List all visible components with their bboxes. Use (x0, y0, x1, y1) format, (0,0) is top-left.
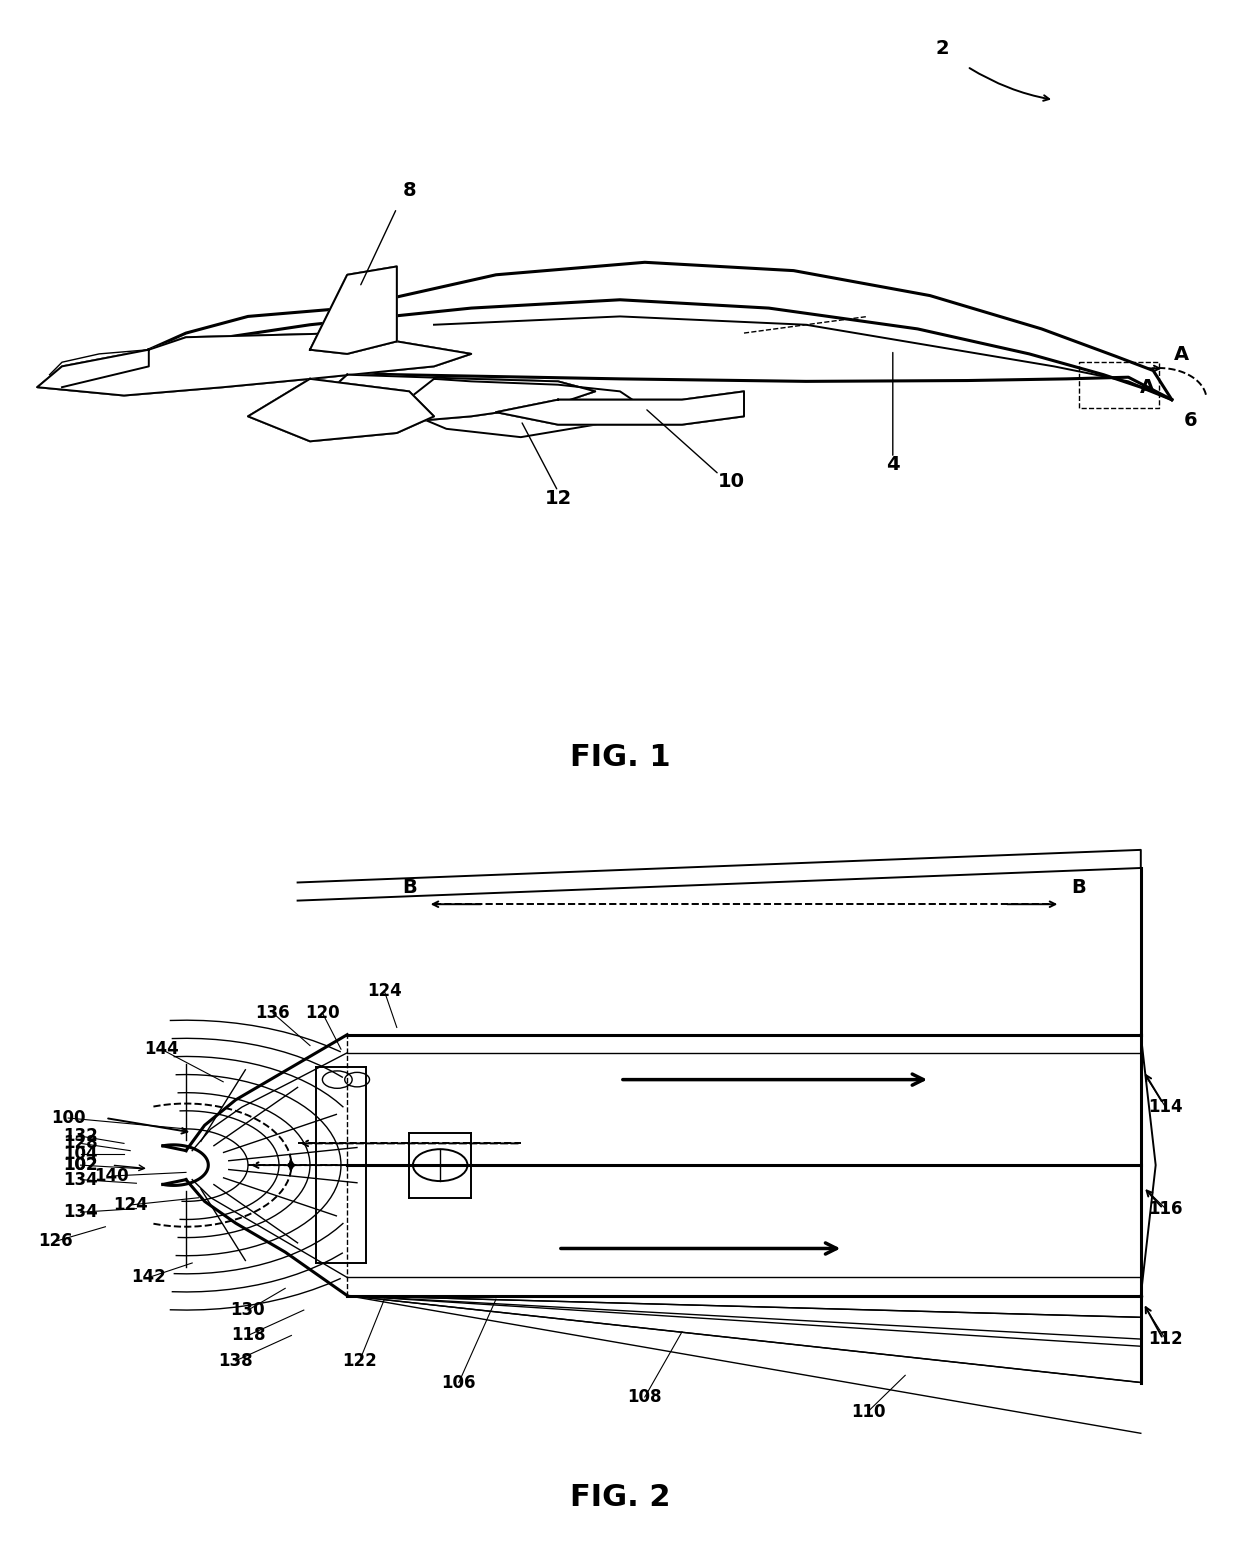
Polygon shape (248, 379, 434, 441)
Text: 100: 100 (51, 1109, 86, 1127)
Text: 116: 116 (1148, 1200, 1183, 1218)
Text: 124: 124 (367, 982, 402, 1001)
Text: 138: 138 (218, 1352, 253, 1369)
Text: 128: 128 (63, 1135, 98, 1152)
Text: B: B (402, 879, 417, 897)
Polygon shape (310, 267, 397, 353)
Text: 134: 134 (63, 1203, 98, 1221)
Text: 126: 126 (38, 1232, 73, 1251)
Polygon shape (37, 333, 471, 395)
Text: 108: 108 (627, 1388, 662, 1406)
Text: 134: 134 (63, 1170, 98, 1189)
Text: A: A (1174, 345, 1189, 364)
Text: 6: 6 (1184, 412, 1198, 430)
Text: 140: 140 (94, 1167, 129, 1184)
Text: 132: 132 (63, 1127, 98, 1146)
Text: B: B (1071, 879, 1086, 897)
Text: 104: 104 (63, 1146, 98, 1163)
Text: 12: 12 (544, 489, 572, 507)
Text: 10: 10 (718, 472, 745, 490)
Text: 118: 118 (231, 1326, 265, 1345)
Text: A: A (1140, 378, 1154, 396)
Text: 136: 136 (255, 1004, 290, 1022)
Text: 2: 2 (936, 39, 949, 59)
Text: 112: 112 (1148, 1331, 1183, 1348)
Text: 102: 102 (63, 1156, 98, 1173)
Polygon shape (496, 392, 744, 424)
Text: 142: 142 (131, 1269, 166, 1286)
Text: 144: 144 (144, 1041, 179, 1058)
Polygon shape (310, 375, 595, 424)
Text: 4: 4 (887, 455, 899, 475)
Text: 110: 110 (851, 1403, 885, 1420)
Text: 120: 120 (305, 1004, 340, 1022)
Text: 130: 130 (231, 1301, 265, 1318)
Text: 106: 106 (441, 1374, 476, 1391)
Text: FIG. 1: FIG. 1 (569, 743, 671, 773)
Text: 102: 102 (63, 1156, 98, 1173)
Text: 114: 114 (1148, 1098, 1183, 1116)
Text: 8: 8 (403, 180, 415, 199)
Polygon shape (298, 850, 1141, 901)
Text: FIG. 2: FIG. 2 (569, 1483, 671, 1511)
Text: 124: 124 (113, 1197, 148, 1214)
Text: 122: 122 (342, 1352, 377, 1369)
